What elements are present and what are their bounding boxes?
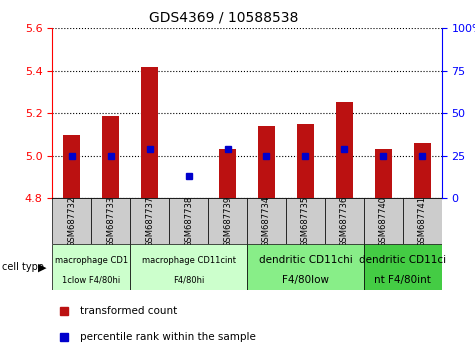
Text: dendritic CD11ci: dendritic CD11ci	[359, 255, 446, 266]
FancyBboxPatch shape	[91, 198, 130, 244]
Text: GSM687739: GSM687739	[223, 196, 232, 247]
Text: GSM687740: GSM687740	[379, 196, 388, 247]
Text: GSM687738: GSM687738	[184, 196, 193, 247]
Bar	[336, 102, 353, 198]
Text: GSM687741: GSM687741	[418, 196, 427, 247]
Text: percentile rank within the sample: percentile rank within the sample	[79, 332, 256, 342]
FancyBboxPatch shape	[286, 198, 325, 244]
Bar	[258, 126, 275, 198]
Text: GSM687736: GSM687736	[340, 196, 349, 247]
Text: GSM687732: GSM687732	[67, 196, 76, 247]
Text: GSM687735: GSM687735	[301, 196, 310, 247]
Text: GSM687733: GSM687733	[106, 196, 115, 247]
Text: ▶: ▶	[38, 262, 46, 272]
Text: F4/80low: F4/80low	[282, 275, 329, 285]
Bar	[63, 135, 80, 198]
Text: cell type: cell type	[2, 262, 44, 272]
Bar	[375, 149, 392, 198]
FancyBboxPatch shape	[52, 198, 91, 244]
Text: macrophage CD11cint: macrophage CD11cint	[142, 256, 236, 265]
FancyBboxPatch shape	[364, 198, 403, 244]
Text: 1clow F4/80hi: 1clow F4/80hi	[62, 276, 120, 285]
Bar	[297, 124, 314, 198]
Bar	[414, 143, 431, 198]
FancyBboxPatch shape	[169, 198, 208, 244]
Bar	[102, 116, 119, 198]
FancyBboxPatch shape	[247, 198, 286, 244]
FancyBboxPatch shape	[52, 244, 130, 290]
Text: GSM687734: GSM687734	[262, 196, 271, 247]
FancyBboxPatch shape	[208, 198, 247, 244]
FancyBboxPatch shape	[325, 198, 364, 244]
Text: GDS4369 / 10588538: GDS4369 / 10588538	[149, 11, 298, 25]
FancyBboxPatch shape	[130, 244, 247, 290]
Text: nt F4/80int: nt F4/80int	[374, 275, 431, 285]
Bar	[219, 149, 236, 198]
Text: transformed count: transformed count	[79, 306, 177, 316]
Text: F4/80hi: F4/80hi	[173, 276, 204, 285]
Text: macrophage CD1: macrophage CD1	[55, 256, 128, 265]
FancyBboxPatch shape	[130, 198, 169, 244]
Bar	[141, 67, 158, 198]
FancyBboxPatch shape	[364, 244, 442, 290]
FancyBboxPatch shape	[403, 198, 442, 244]
Text: GSM687737: GSM687737	[145, 196, 154, 247]
Text: dendritic CD11chi: dendritic CD11chi	[258, 255, 352, 266]
FancyBboxPatch shape	[247, 244, 364, 290]
